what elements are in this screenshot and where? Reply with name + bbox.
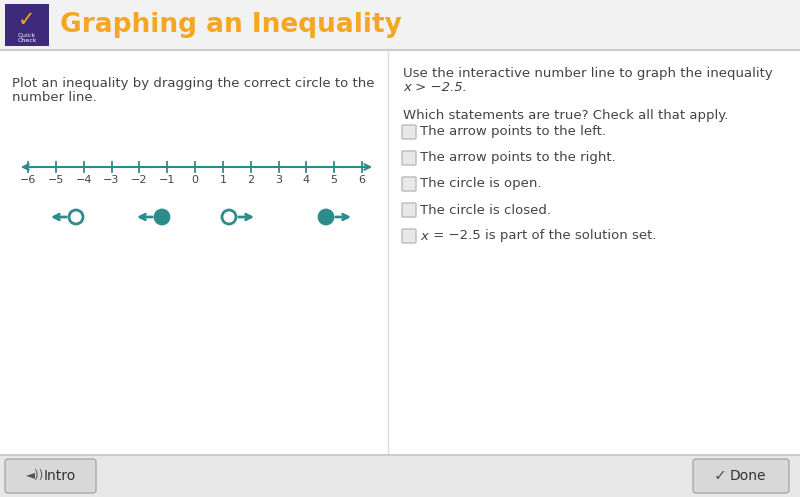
Text: −1: −1	[159, 175, 175, 185]
FancyBboxPatch shape	[402, 177, 416, 191]
Text: 0: 0	[191, 175, 198, 185]
Text: x > −2.5.: x > −2.5.	[403, 81, 467, 94]
Text: The circle is closed.: The circle is closed.	[420, 203, 551, 217]
Text: ✓: ✓	[18, 10, 36, 30]
Bar	[5, 4, 49, 46]
Bar	[0, 0, 800, 50]
Text: −4: −4	[75, 175, 92, 185]
Text: Done: Done	[730, 469, 766, 483]
Text: = −2.5 is part of the solution set.: = −2.5 is part of the solution set.	[429, 230, 657, 243]
Text: number line.: number line.	[12, 91, 97, 104]
Text: 6: 6	[358, 175, 366, 185]
Text: The circle is open.: The circle is open.	[420, 177, 542, 190]
Text: The arrow points to the right.: The arrow points to the right.	[420, 152, 616, 165]
FancyBboxPatch shape	[402, 229, 416, 243]
Bar	[0, 455, 800, 497]
Circle shape	[319, 210, 333, 224]
FancyBboxPatch shape	[693, 459, 789, 493]
Text: −2: −2	[131, 175, 147, 185]
FancyBboxPatch shape	[402, 151, 416, 165]
Text: 5: 5	[330, 175, 338, 185]
Text: ◄)): ◄))	[26, 470, 44, 483]
Text: Quick
Check: Quick Check	[18, 33, 37, 43]
Text: ✓: ✓	[714, 469, 726, 484]
Circle shape	[155, 210, 169, 224]
Text: −3: −3	[103, 175, 120, 185]
Text: x: x	[420, 230, 428, 243]
Text: Which statements are true? Check all that apply.: Which statements are true? Check all tha…	[403, 109, 728, 122]
Text: The arrow points to the left.: The arrow points to the left.	[420, 126, 606, 139]
Text: −5: −5	[48, 175, 64, 185]
Text: 1: 1	[219, 175, 226, 185]
FancyBboxPatch shape	[402, 203, 416, 217]
Text: 4: 4	[302, 175, 310, 185]
Text: Use the interactive number line to graph the inequality: Use the interactive number line to graph…	[403, 67, 773, 80]
FancyBboxPatch shape	[402, 125, 416, 139]
Text: Graphing an Inequality: Graphing an Inequality	[60, 12, 402, 38]
Text: Plot an inequality by dragging the correct circle to the: Plot an inequality by dragging the corre…	[12, 77, 374, 90]
Text: 2: 2	[247, 175, 254, 185]
Text: −6: −6	[20, 175, 36, 185]
Text: 3: 3	[275, 175, 282, 185]
FancyBboxPatch shape	[5, 459, 96, 493]
Text: Intro: Intro	[44, 469, 76, 483]
